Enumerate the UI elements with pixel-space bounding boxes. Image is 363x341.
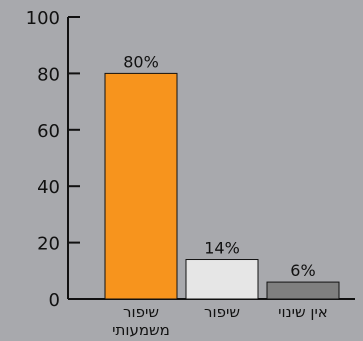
category-label: משמעותי xyxy=(112,321,170,339)
data-label: 6% xyxy=(290,261,315,280)
chart-bars xyxy=(104,72,340,300)
data-label: 80% xyxy=(123,52,159,71)
category-label: שיפור xyxy=(204,303,240,321)
y-tick-label: 0 xyxy=(49,290,60,311)
category-label: אין שינוי xyxy=(278,303,328,321)
bar xyxy=(104,72,178,300)
y-tick-label: 100 xyxy=(26,8,60,29)
y-tick-label: 80 xyxy=(37,64,60,85)
y-tick-label: 20 xyxy=(37,234,60,255)
bar xyxy=(185,259,259,300)
category-label: שיפור xyxy=(123,303,159,321)
bar xyxy=(266,281,340,300)
y-tick-label: 40 xyxy=(37,177,60,198)
y-tick-label: 60 xyxy=(37,121,60,142)
chart-axes: 0 20 40 60 80 100 xyxy=(26,8,355,311)
data-label: 14% xyxy=(204,239,240,258)
